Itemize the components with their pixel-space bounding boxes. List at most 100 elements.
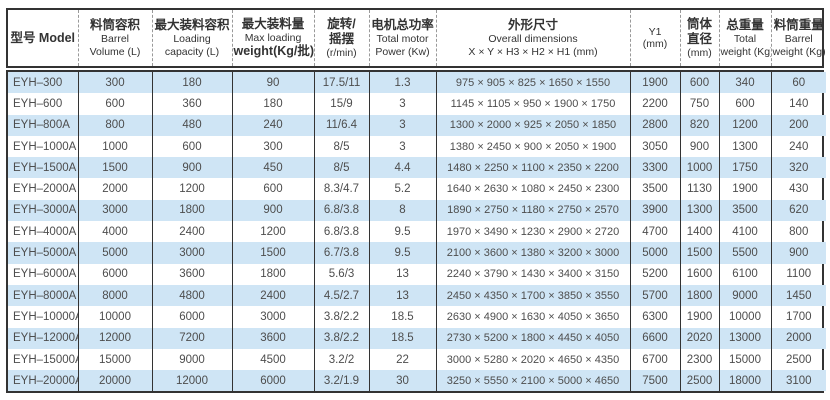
cell-model: EYH–1500A [13, 161, 77, 174]
cell-total-weight: 6100 [718, 263, 771, 285]
cell-rotation-swing: 5.6/3 [313, 263, 369, 285]
column-header-overall-dimensions: 外形尺寸 Overall dimensions X × Y × H3 × H2 × … [435, 10, 630, 66]
cell-loading-capacity: 2400 [151, 221, 232, 243]
cell-barrel-diameter: 2500 [679, 370, 719, 392]
spec-table-header: 型号 Model 料筒容积 Barrel Volume (L) 最大装料容积 Loadin… [6, 8, 826, 68]
cell-barrel-diameter: 1500 [679, 242, 719, 264]
column-header-line: 型号 Model [10, 30, 76, 45]
column-header-line: 料筒容积 [89, 18, 140, 32]
column-header-line: X × Y × H3 × H2 × H1 (mm) [468, 45, 598, 58]
cell-max-loading-weight: 240 [231, 114, 314, 136]
column-header-line: Y1 [648, 25, 662, 38]
cell-barrel-weight: 1100 [770, 263, 826, 285]
column-header-line: (mm) [687, 46, 712, 59]
table-row: EYH–1000A 1000 600 300 8/5 3 1380 × 2450 × 900… [8, 135, 826, 158]
cell-barrel-diameter: 2300 [679, 348, 719, 371]
cell-model: EYH–2000A [13, 183, 77, 196]
cell-model: EYH–800A [13, 119, 70, 132]
cell-model: EYH–1000A [13, 140, 77, 153]
cell-total-weight: 340 [718, 72, 771, 94]
cell-barrel-weight: 1700 [770, 306, 826, 328]
cell-model: EYH–12000A [13, 332, 78, 345]
cell-y1: 3900 [629, 199, 680, 222]
cell-motor-power: 30 [368, 370, 436, 392]
cell-motor-power: 18.5 [368, 327, 436, 349]
cell-barrel-volume: 6000 [77, 263, 152, 285]
cell-max-loading-weight: 600 [231, 178, 314, 200]
table-row: EYH–20000A 20000 12000 6000 3.2/1.9 30 3250 × … [8, 370, 826, 392]
table-row: EYH–800A 800 480 240 11/6.4 3 1300 × 2000 × 92… [8, 114, 826, 136]
cell-barrel-weight: 900 [770, 242, 826, 264]
cell-overall-dimensions: 2240 × 3790 × 1430 × 3400 × 3150 [435, 263, 630, 285]
cell-overall-dimensions: 3000 × 5280 × 2020 × 4650 × 4350 [435, 348, 630, 371]
cell-barrel-weight: 3100 [770, 370, 826, 392]
cell-model: EYH–10000A [13, 310, 78, 323]
table-row: EYH–4000A 4000 2400 1200 6.8/3.8 9.5 1970 × 34… [8, 221, 826, 243]
cell-barrel-diameter: 1800 [679, 284, 719, 307]
column-header-model: 型号 Model [8, 10, 78, 66]
cell-total-weight: 1900 [718, 178, 771, 200]
column-header-line: 摇摆 [328, 31, 354, 46]
cell-overall-dimensions: 1145 × 1105 × 950 × 1900 × 1750 [435, 93, 630, 115]
cell-overall-dimensions: 1300 × 2000 × 925 × 2050 × 1850 [435, 114, 630, 136]
cell-overall-dimensions: 2730 × 5200 × 1800 × 4450 × 4050 [435, 327, 630, 349]
cell-y1: 5200 [629, 263, 680, 285]
cell-barrel-weight: 60 [770, 72, 826, 94]
cell-model: EYH–15000A [13, 353, 78, 366]
cell-model: EYH–4000A [13, 225, 77, 238]
cell-barrel-diameter: 600 [679, 72, 719, 94]
cell-y1: 6600 [629, 327, 680, 349]
cell-loading-capacity: 7200 [151, 327, 232, 349]
cell-loading-capacity: 3600 [151, 263, 232, 285]
cell-overall-dimensions: 1380 × 2450 × 900 × 2050 × 1900 [435, 135, 630, 158]
cell-motor-power: 1.3 [368, 72, 436, 94]
column-header-line: Volume (L) [89, 45, 141, 58]
cell-total-weight: 1750 [718, 157, 771, 179]
cell-max-loading-weight: 1200 [231, 221, 314, 243]
cell-barrel-volume: 8000 [77, 284, 152, 307]
cell-barrel-volume: 1500 [77, 157, 152, 179]
column-header-line: weight (Kg) [720, 45, 772, 58]
column-header-loading-capacity: 最大装料容积 Loading capacity (L) [151, 10, 232, 66]
cell-y1: 6700 [629, 348, 680, 371]
cell-max-loading-weight: 450 [231, 157, 314, 179]
cell-barrel-volume: 2000 [77, 178, 152, 200]
column-header-line: 旋转/ [327, 16, 356, 31]
cell-y1: 3050 [629, 135, 680, 158]
cell-total-weight: 13000 [718, 327, 771, 349]
cell-motor-power: 22 [368, 348, 436, 371]
cell-barrel-weight: 620 [770, 199, 826, 222]
cell-overall-dimensions: 1970 × 3490 × 1230 × 2900 × 2720 [435, 221, 630, 243]
cell-barrel-volume: 800 [77, 114, 152, 136]
cell-overall-dimensions: 1640 × 2630 × 1080 × 2450 × 2300 [435, 178, 630, 200]
cell-y1: 5000 [629, 242, 680, 264]
cell-total-weight: 600 [718, 93, 771, 115]
column-header-barrel-weight: 料筒重量 Barrel weight (Kg) [770, 10, 826, 66]
cell-max-loading-weight: 900 [231, 199, 314, 222]
column-header-line: weight (Kg) [772, 45, 826, 58]
column-header-motor-power: 电机总功率 Total motor Power (Kw) [368, 10, 436, 66]
cell-y1: 2200 [629, 93, 680, 115]
cell-barrel-volume: 3000 [77, 199, 152, 222]
column-header-y1: Y1 (mm) [629, 10, 680, 66]
cell-model: EYH–6000A [13, 268, 77, 281]
cell-barrel-diameter: 1130 [679, 178, 719, 200]
table-row: EYH–8000A 8000 4800 2400 4.5/2.7 13 2450 × 435… [8, 284, 826, 307]
cell-y1: 6300 [629, 306, 680, 328]
column-header-line: Barrel [784, 33, 813, 45]
cell-rotation-swing: 15/9 [313, 93, 369, 115]
cell-motor-power: 13 [368, 284, 436, 307]
cell-y1: 3500 [629, 178, 680, 200]
cell-barrel-diameter: 1300 [679, 199, 719, 222]
cell-motor-power: 13 [368, 263, 436, 285]
spec-table-body: EYH–300 300 180 90 17.5/11 1.3 975 × 905 × 825… [8, 72, 826, 392]
cell-total-weight: 9000 [718, 284, 771, 307]
table-row: EYH–12000A 12000 7200 3600 3.8/2.2 18.5 2730 ×… [8, 327, 826, 349]
product-spec-table: 型号 Model 料筒容积 Barrel Volume (L) 最大装料容积 Loadin… [6, 8, 826, 394]
cell-motor-power: 9.5 [368, 242, 436, 264]
cell-max-loading-weight: 3000 [231, 306, 314, 328]
cell-loading-capacity: 12000 [151, 370, 232, 392]
cell-max-loading-weight: 1500 [231, 242, 314, 264]
cell-barrel-weight: 800 [770, 221, 826, 243]
